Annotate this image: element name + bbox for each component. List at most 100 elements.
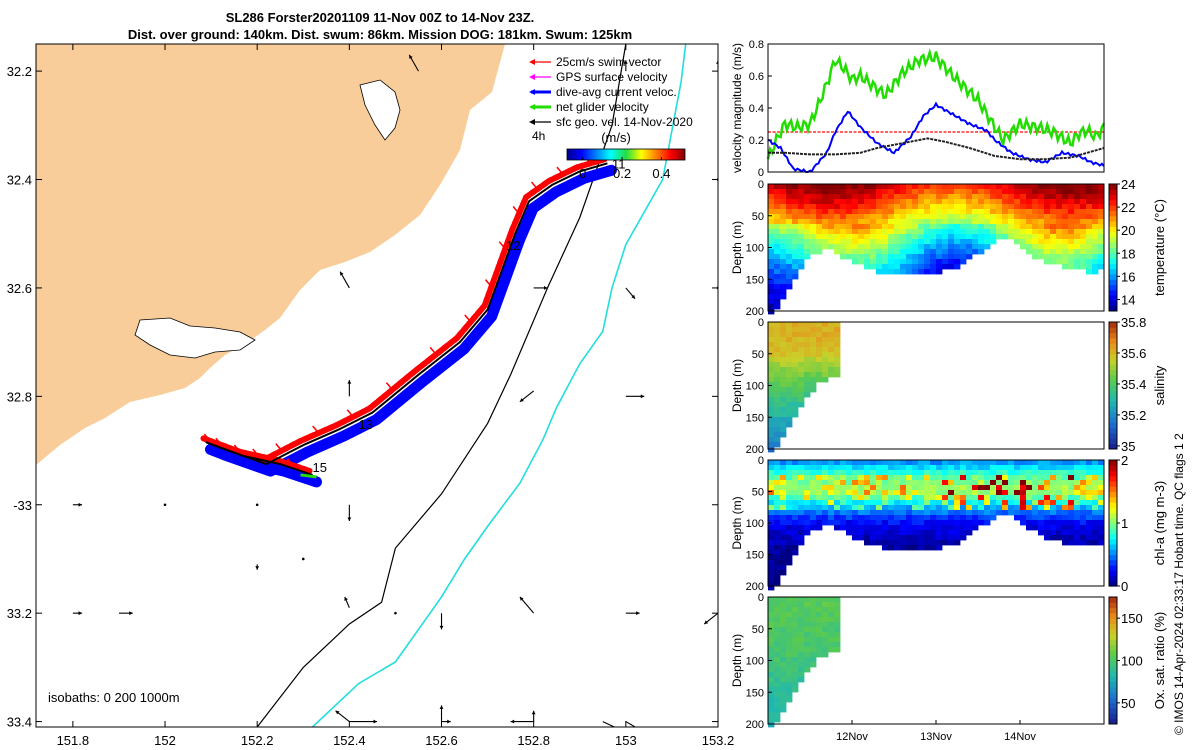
profile-cell [984,234,991,240]
profile-cell [834,194,841,200]
profile-cell [1062,465,1069,471]
profile-cell [954,259,961,265]
profile-cell [918,194,925,200]
profile-cell [822,637,829,643]
profile-cell [924,199,931,205]
profile-cell [960,530,967,536]
profile-cell [924,535,931,541]
profile-cell [900,189,907,195]
profile-cell [768,274,775,280]
profile-cell [942,490,949,496]
profile-cell [1056,254,1063,260]
profile-cell [1086,229,1093,235]
profile-cell [1020,184,1027,190]
profile-cell [768,254,775,260]
profile-cell [1020,214,1027,220]
profile-cell [924,229,931,235]
profile-cell [816,357,823,363]
profile-cell [906,199,913,205]
profile-cell [882,490,889,496]
velocity-y-tick-label: 0 [758,167,764,179]
profile-cell [1044,184,1051,190]
profile-cell [768,485,775,491]
profile-cell [876,480,883,486]
profile-cell [834,490,841,496]
profile-cell [852,189,859,195]
profile-cell [828,647,835,653]
profile-y-tick-label: 100 [746,381,764,393]
profile-cell [774,470,781,476]
profile-cell [936,214,943,220]
profile-cell [768,525,775,531]
swim-vector [233,444,240,452]
dive-avg-current-line [767,101,1105,174]
profile-cell [900,515,907,521]
colorbar-label: chl-a (mg m-3) [1152,481,1167,566]
profile-cell [774,560,781,566]
profile-cell [966,490,973,496]
profile-cell [822,337,829,343]
profile-cell [1056,500,1063,506]
profile-cell [858,520,865,526]
profile-cell [858,229,865,235]
profile-cell [822,652,829,658]
profile-cell [798,342,805,348]
colorbar-segment [1109,247,1117,254]
profile-cell [834,632,841,638]
profile-cell [774,432,781,438]
profile-cell [1020,520,1027,526]
profile-cell [774,382,781,388]
profile-cell [798,540,805,546]
profile-cell [912,184,919,190]
profile-cell [810,612,817,618]
profile-cell [900,505,907,511]
profile-cell [954,515,961,521]
profile-cell [858,490,865,496]
profile-cell [858,465,865,471]
profile-cell [846,475,853,481]
profile-cell [798,520,805,526]
profile-cell [828,637,835,643]
profile-cell [798,627,805,633]
profile-cell [1050,209,1057,215]
profile-cell [840,495,847,501]
profile-cell [936,495,943,501]
profile-cell [834,249,841,255]
profile-cell [1074,495,1081,501]
glider-path-line [205,162,608,476]
profile-cell [870,244,877,250]
profile-cell [816,342,823,348]
profile-cell [924,505,931,511]
profile-cell [1002,199,1009,205]
profile-cell [840,254,847,260]
profile-cell [774,304,781,310]
profile-cell [1038,219,1045,225]
profile-cell [1074,224,1081,230]
profile-cell [1092,465,1099,471]
colorbar-segment [1109,374,1117,381]
profile-cell [840,184,847,190]
profile-cell [1050,490,1057,496]
profile-cell [780,485,787,491]
profile-cell [786,397,793,403]
profile-cell [786,505,793,511]
profile-cell [822,229,829,235]
profile-y-tick-label: 150 [746,412,764,424]
profile-cell [1092,189,1099,195]
profile-cell [882,545,889,551]
swim-vector [512,205,519,213]
profile-cell [768,510,775,516]
profile-cell [1002,465,1009,471]
profile-cell [1044,199,1051,205]
geo-velocity-arrowhead [78,502,83,507]
profile-cell [972,485,979,491]
profile-cell [966,460,973,466]
profile-cell [816,510,823,516]
colorbar-segment [1109,199,1117,206]
profile-cell [870,525,877,531]
profile-cell [846,254,853,260]
profile-cell [792,352,799,358]
profile-cell [780,244,787,250]
time-x-tick-label: 14Nov [1004,731,1036,743]
profile-cell [864,525,871,531]
